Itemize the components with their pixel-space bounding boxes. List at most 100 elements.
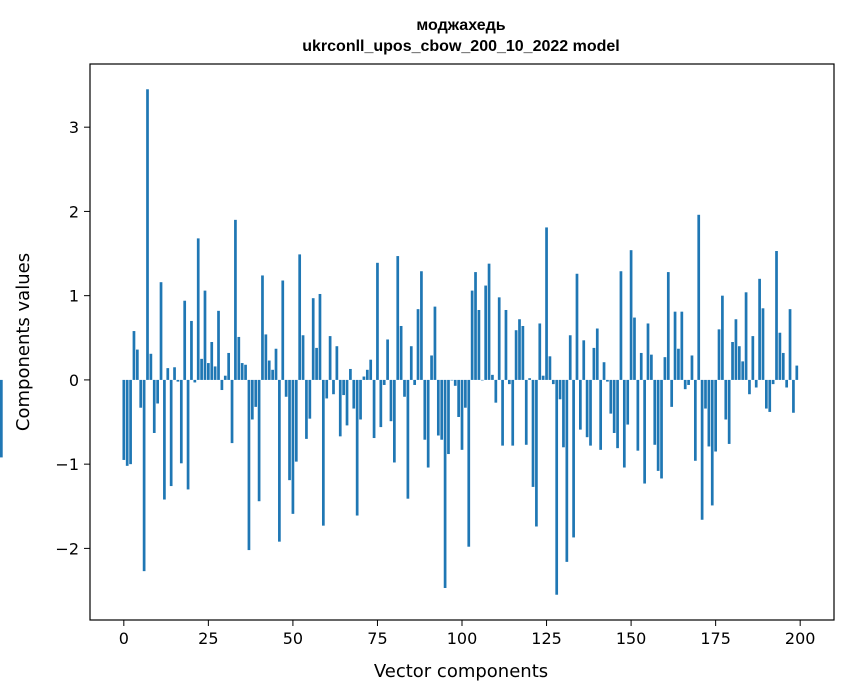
bar-142 [602, 362, 606, 380]
bar-153 [639, 352, 643, 380]
bar-104 [474, 272, 477, 380]
bar-169 [693, 379, 697, 461]
bar-12 [163, 379, 166, 500]
bar-126 [548, 356, 552, 380]
bar-132 [568, 335, 572, 380]
bar-26 [210, 342, 214, 380]
bar-121 [531, 379, 535, 487]
bar-16 [176, 379, 180, 382]
x-tick-label: 0 [119, 629, 129, 648]
chart-title: моджахедь [416, 17, 505, 34]
bar-30 [223, 375, 227, 380]
x-tick-label: 175 [700, 629, 731, 648]
plot-frame [89, 63, 835, 621]
bar-148 [622, 379, 626, 468]
bar-102 [467, 379, 471, 547]
bar-80 [393, 379, 396, 463]
bar-27 [213, 366, 217, 380]
bar-131 [565, 379, 569, 562]
bar-184 [744, 292, 748, 380]
y-axis-label: Components values [13, 253, 34, 431]
bar-92 [433, 306, 437, 380]
bar-164 [677, 348, 680, 380]
bar-108 [487, 263, 491, 380]
bar-46 [278, 379, 281, 542]
bar-17 [179, 379, 183, 464]
bar-180 [731, 342, 734, 380]
bar-5 [139, 379, 143, 408]
bar-99 [457, 379, 460, 417]
bar-43 [267, 360, 271, 380]
bar-98 [453, 379, 457, 386]
bar-106 [480, 379, 484, 381]
bar-1 [125, 379, 129, 466]
bar-36 [244, 364, 247, 380]
x-axis-label: Vector components [374, 661, 548, 682]
bar-93 [436, 379, 440, 436]
bar-189 [761, 308, 765, 380]
bar-24 [203, 290, 207, 380]
bar-34 [237, 336, 241, 380]
bar-105 [477, 309, 481, 380]
bar-96 [447, 379, 450, 455]
x-tick-label: 200 [785, 629, 816, 648]
bar-55 [308, 379, 312, 419]
bar-115 [511, 379, 515, 446]
bar-23 [200, 358, 203, 380]
bar-19 [186, 379, 190, 490]
bar-113 [504, 309, 508, 380]
x-tick-label: 150 [616, 629, 647, 648]
bar-150 [629, 250, 633, 380]
bar-143 [606, 379, 609, 382]
bar-37 [247, 379, 251, 551]
bar-25 [207, 363, 210, 380]
bar-15 [173, 367, 176, 380]
bar-179 [727, 379, 731, 444]
bar-129 [558, 379, 562, 400]
bar-52 [298, 254, 302, 380]
bar-171 [700, 379, 704, 520]
bar-196 [785, 379, 789, 388]
bar-47 [281, 280, 285, 380]
bar-14 [169, 379, 173, 487]
bar-53 [301, 335, 305, 380]
bar-158 [656, 379, 660, 471]
bar-100 [460, 379, 464, 450]
bar-175 [714, 379, 717, 452]
bar-139 [592, 347, 596, 380]
y-tick-label: −2 [55, 539, 79, 558]
bar-127 [551, 379, 555, 385]
bar-13 [166, 368, 170, 380]
bar-74 [372, 379, 376, 439]
bar-198 [792, 379, 795, 413]
bar-103 [470, 290, 474, 380]
bar-134 [575, 273, 579, 380]
bar-59 [321, 379, 325, 526]
bar-101 [464, 379, 467, 408]
bar-21 [193, 379, 197, 383]
bar-38 [250, 379, 254, 420]
bar-177 [721, 295, 724, 380]
bar-116 [514, 330, 518, 380]
bar-109 [491, 374, 494, 380]
bar-182 [737, 346, 741, 380]
bar-69 [355, 379, 359, 516]
bar-72 [365, 369, 369, 380]
bar-110 [494, 379, 498, 403]
bar-10 [156, 379, 159, 404]
bar-61 [328, 336, 332, 380]
bar-68 [352, 379, 356, 409]
bar-22 [196, 238, 200, 380]
bar-144 [609, 379, 613, 414]
bar-94 [440, 379, 444, 440]
bar-84 [406, 379, 410, 499]
bar-191 [768, 379, 772, 412]
bar-82 [399, 325, 403, 380]
bar-168 [690, 355, 694, 380]
bar-159 [660, 379, 663, 479]
bar-29 [220, 379, 224, 391]
bar-11 [159, 282, 163, 380]
bar-31 [227, 352, 231, 380]
bar-50 [291, 379, 295, 514]
bar-58 [318, 293, 322, 380]
